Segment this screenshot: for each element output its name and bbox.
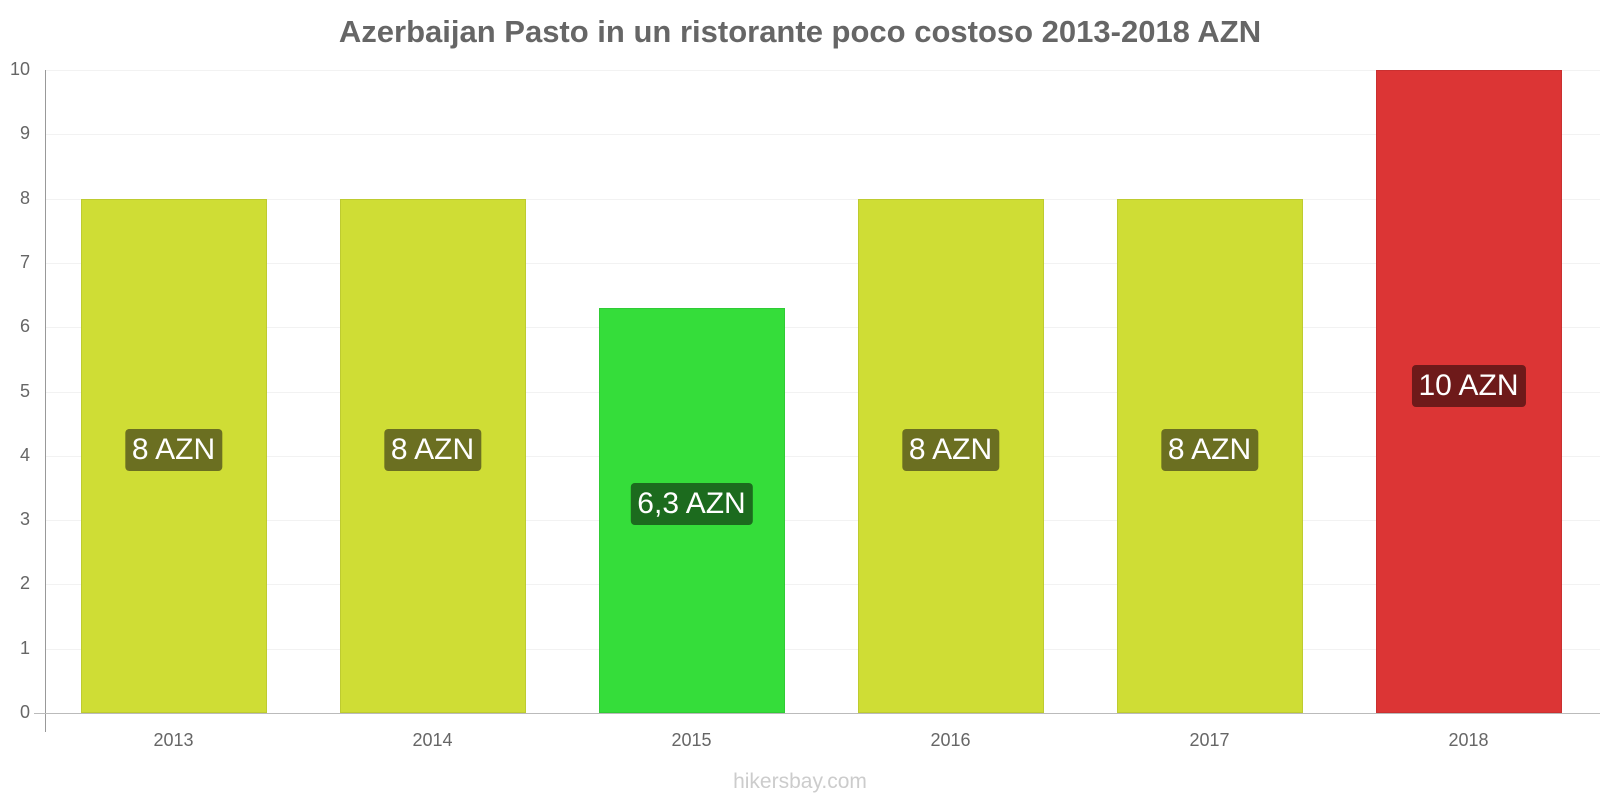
- x-tick-label: 2014: [412, 730, 453, 750]
- x-axis-line: [34, 713, 1600, 714]
- data-label: 8 AZN: [383, 428, 482, 471]
- data-label: 8 AZN: [901, 428, 1000, 471]
- chart-title: Azerbaijan Pasto in un ristorante poco c…: [338, 14, 1262, 49]
- gridline: [46, 198, 1600, 200]
- x-tick-label: 2013: [153, 730, 194, 750]
- gridline: [46, 391, 1600, 393]
- x-tick-label: 2015: [671, 730, 712, 750]
- gridline: [46, 262, 1600, 264]
- gridline: [46, 70, 1600, 71]
- gridline: [46, 520, 1600, 522]
- y-axis-line: [45, 70, 46, 732]
- y-tick-label: 2: [19, 573, 30, 594]
- y-tick-label: 0: [19, 702, 30, 722]
- data-label: 6,3 AZN: [630, 483, 753, 526]
- data-label: 8 AZN: [124, 428, 223, 471]
- gridline: [46, 455, 1600, 457]
- y-tick-label: 9: [19, 123, 30, 144]
- data-label: 8 AZN: [1160, 428, 1259, 471]
- data-label: 10 AZN: [1411, 364, 1526, 407]
- gridline: [46, 584, 1600, 586]
- gridline: [46, 134, 1600, 136]
- y-tick-label: 10: [9, 59, 30, 79]
- x-tick-label: 2016: [930, 730, 971, 750]
- gridline: [46, 648, 1600, 650]
- y-tick-label: 1: [19, 637, 30, 658]
- y-tick-label: 4: [19, 444, 30, 465]
- y-tick-label: 5: [19, 380, 30, 401]
- y-tick-label: 8: [19, 187, 30, 208]
- y-tick-label: 3: [19, 509, 30, 530]
- gridline: [46, 327, 1600, 329]
- bar-2017[interactable]: [1116, 198, 1303, 713]
- source-credit: hikersbay.com: [733, 770, 867, 793]
- x-tick-label: 2017: [1189, 730, 1230, 750]
- y-tick-label: 7: [19, 251, 30, 272]
- x-tick-label: 2018: [1448, 730, 1489, 750]
- y-tick-label: 6: [19, 316, 30, 337]
